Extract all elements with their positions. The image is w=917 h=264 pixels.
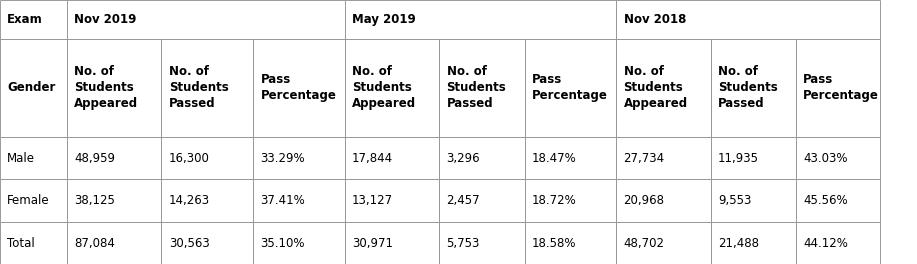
Text: May 2019: May 2019 <box>352 13 416 26</box>
Text: 5,753: 5,753 <box>447 237 480 249</box>
Text: 18.47%: 18.47% <box>532 152 577 164</box>
Text: 2,457: 2,457 <box>447 194 481 207</box>
Text: Total: Total <box>7 237 35 249</box>
Text: Gender: Gender <box>7 81 56 95</box>
Text: 17,844: 17,844 <box>352 152 393 164</box>
Text: 30,971: 30,971 <box>352 237 393 249</box>
Text: Pass
Percentage: Pass Percentage <box>532 73 608 102</box>
Text: 43.03%: 43.03% <box>803 152 848 164</box>
Text: 35.10%: 35.10% <box>260 237 305 249</box>
Text: No. of
Students
Passed: No. of Students Passed <box>447 65 506 110</box>
Text: Pass
Percentage: Pass Percentage <box>803 73 879 102</box>
Text: 11,935: 11,935 <box>718 152 759 164</box>
Text: 16,300: 16,300 <box>169 152 210 164</box>
Text: 38,125: 38,125 <box>74 194 116 207</box>
Text: 18.72%: 18.72% <box>532 194 577 207</box>
Text: Exam: Exam <box>7 13 43 26</box>
Text: No. of
Students
Appeared: No. of Students Appeared <box>624 65 688 110</box>
Text: 14,263: 14,263 <box>169 194 210 207</box>
Text: 18.58%: 18.58% <box>532 237 577 249</box>
Text: Nov 2018: Nov 2018 <box>624 13 686 26</box>
Text: Nov 2019: Nov 2019 <box>74 13 137 26</box>
Text: 48,702: 48,702 <box>624 237 665 249</box>
Text: 30,563: 30,563 <box>169 237 209 249</box>
Text: 9,553: 9,553 <box>718 194 751 207</box>
Text: No. of
Students
Appeared: No. of Students Appeared <box>74 65 138 110</box>
Text: 45.56%: 45.56% <box>803 194 848 207</box>
Text: 33.29%: 33.29% <box>260 152 305 164</box>
Text: No. of
Students
Passed: No. of Students Passed <box>718 65 778 110</box>
Text: 44.12%: 44.12% <box>803 237 848 249</box>
Text: Male: Male <box>7 152 36 164</box>
Text: 87,084: 87,084 <box>74 237 116 249</box>
Text: 20,968: 20,968 <box>624 194 665 207</box>
Text: 48,959: 48,959 <box>74 152 116 164</box>
Text: 37.41%: 37.41% <box>260 194 305 207</box>
Text: No. of
Students
Passed: No. of Students Passed <box>169 65 228 110</box>
Text: No. of
Students
Appeared: No. of Students Appeared <box>352 65 416 110</box>
Text: 27,734: 27,734 <box>624 152 665 164</box>
Text: 21,488: 21,488 <box>718 237 759 249</box>
Text: Female: Female <box>7 194 50 207</box>
Text: 3,296: 3,296 <box>447 152 481 164</box>
Text: 13,127: 13,127 <box>352 194 393 207</box>
Text: Pass
Percentage: Pass Percentage <box>260 73 337 102</box>
